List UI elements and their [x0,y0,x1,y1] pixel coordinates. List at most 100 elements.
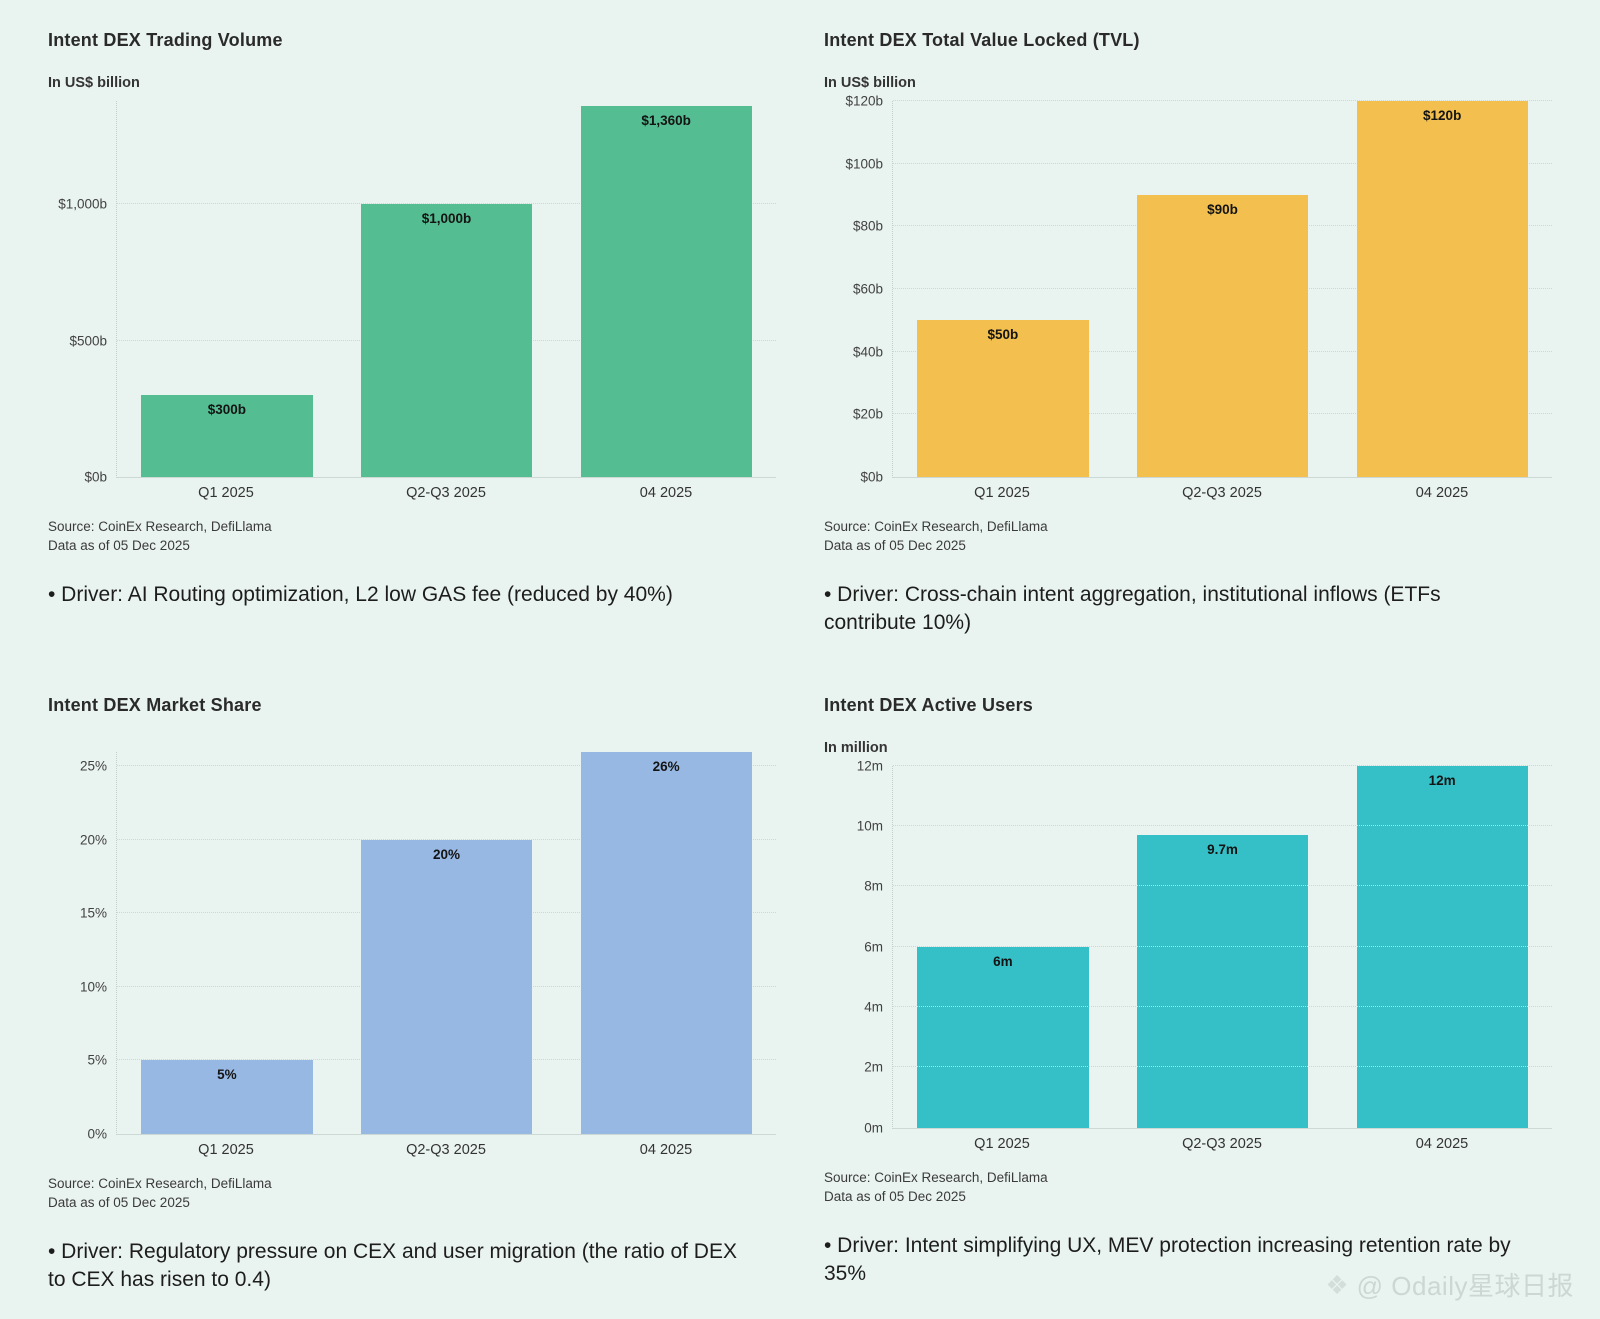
source-line: Source: CoinEx Research, DefiLlama [824,519,1048,534]
bar-q2-q3-2025: $90b [1136,195,1309,477]
y-tick-label: 12m [856,758,883,774]
chart-unit-label: In million [824,739,888,756]
watermark-text: @ Odaily星球日报 [1356,1271,1574,1301]
gridline: 4m [864,1000,1552,1015]
y-tick-label: 4m [864,999,883,1015]
x-tick-label: Q1 2025 [974,485,1030,501]
y-tick-label: 8m [864,878,883,894]
data-as-of-line: Data as of 05 Dec 2025 [824,538,966,554]
bar-value-label: 26% [652,758,680,774]
gridline: 10m [857,819,1552,834]
gridline: 8m [864,879,1552,894]
x-tick-label: Q2-Q3 2025 [406,1141,486,1158]
y-tick-label: $20b [852,406,883,422]
y-tick-label: $0b [84,469,107,485]
odaily-logo-icon: ❖ [1325,1269,1349,1300]
chart-panel: Intent DEX Market Share 0% 5% 10% 15% 20% 25%… [48,695,776,1294]
bar-q1-2025: $300b [141,395,313,477]
bar-q1-2025: 6m [917,946,1089,1128]
bars: 5% 20% 26% [117,751,776,1134]
bars: $50b $90b $120b [893,101,1552,477]
source-note: Source: CoinEx Research, DefiLlama Data … [48,1174,776,1212]
chart-plot: $0b $20b $40b $60b $80b $100b $120b $50b $90b $1… [845,94,1552,485]
data-as-of-line: Data as of 05 Dec 2025 [48,1194,190,1210]
bar-slot: 20% [337,752,557,1134]
bar-value-label: 12m [1428,772,1456,788]
x-tick-label: 04 2025 [1415,1135,1469,1152]
bar-slot: $90b [1113,101,1333,477]
bar-slot: $300b [117,101,337,477]
watermark: ❖ @ Odaily星球日报 [1325,1266,1574,1303]
source-note: Source: CoinEx Research, DefiLlama Data … [48,517,776,555]
gridline: 20% [80,832,776,847]
bars: $300b $1,000b $1,360b [117,101,776,477]
x-axis-labels: Q1 2025 Q2-Q3 2025 04 2025 [892,1136,1552,1152]
bar-value-label: $1,000b [421,211,472,227]
bar-04-2025: $120b [1356,101,1528,477]
bar-04-2025: 12m [1356,765,1528,1128]
bar-slot: $1,000b [337,101,557,477]
data-as-of-line: Data as of 05 Dec 2025 [48,538,190,554]
driver-note: • Driver: Regulatory pressure on CEX and… [48,1240,737,1291]
bar-value-label: $1,360b [641,112,691,128]
y-tick-label: $1,000b [58,196,107,212]
bar-value-label: 6m [993,953,1013,969]
gridline: 6m [864,939,1552,954]
chart-panel: Intent DEX Total Value Locked (TVL) In U… [824,30,1552,637]
source-note: Source: CoinEx Research, DefiLlama Data … [824,1168,1552,1206]
bar-q1-2025: 5% [141,1060,313,1134]
y-tick-label: 10m [856,818,883,834]
x-tick-label: 04 2025 [1415,485,1469,501]
chart-unit-label: In US$ billion [48,75,140,91]
bars: 6m 9.7m 12m [893,765,1552,1128]
x-tick-label: Q2-Q3 2025 [1182,485,1262,501]
charts-grid: Intent DEX Trading Volume In US$ billion… [48,30,1552,1294]
source-line: Source: CoinEx Research, DefiLlama [48,1175,272,1191]
x-tick-label: Q2-Q3 2025 [406,485,486,501]
bar-q1-2025: $50b [917,320,1089,477]
bar-value-label: 9.7m [1207,842,1238,858]
y-tick-label: 25% [79,758,107,774]
x-tick-label: 04 2025 [639,1141,693,1158]
y-tick-label: 10% [79,979,107,995]
bar-04-2025: 26% [580,751,752,1134]
gridline: 25% [80,759,776,774]
driver-note: • Driver: Intent simplifying UX, MEV pro… [824,1234,1511,1285]
chart-plot: 0% 5% 10% 15% 20% 25% 5% 20% 26% [80,751,776,1141]
x-axis-labels: Q1 2025 Q2-Q3 2025 04 2025 [892,485,1552,501]
y-tick-label: $60b [852,281,883,297]
gridline: $120b [845,94,1552,109]
bar-value-label: 5% [217,1067,237,1083]
bar-slot: 6m [893,766,1113,1128]
chart-unit-label: In US$ billion [824,75,916,91]
gridline: 2m [864,1060,1552,1075]
y-tick-label: 20% [79,832,107,848]
y-tick-label: 0m [864,1120,883,1136]
source-line: Source: CoinEx Research, DefiLlama [824,1169,1048,1185]
bar-q2-q3-2025: 20% [360,839,533,1134]
chart-title: Intent DEX Trading Volume [48,30,283,50]
chart-panel: Intent DEX Trading Volume In US$ billion… [48,30,776,637]
data-as-of-line: Data as of 05 Dec 2025 [824,1188,966,1204]
y-tick-label: $0b [860,469,883,485]
bar-value-label: $90b [1207,202,1238,217]
bar-q2-q3-2025: 9.7m [1136,835,1309,1128]
chart-plot: 0m 2m 4m 6m 8m 10m 12m 6m 9.7m 12m [857,758,1552,1135]
bar-slot: 5% [117,752,337,1134]
gridline: $1,000b [58,197,776,212]
y-tick-label: $100b [845,156,883,172]
bar-04-2025: $1,360b [580,105,752,477]
bar-slot: $1,360b [556,101,776,477]
gridline: $100b [845,156,1552,171]
y-tick-label: 2m [864,1059,883,1075]
bar-slot: 9.7m [1113,766,1333,1128]
chart-title: Intent DEX Total Value Locked (TVL) [824,30,1140,50]
chart-unit-label [48,740,776,744]
y-tick-label: 5% [87,1052,107,1068]
bar-value-label: 20% [432,846,461,862]
bar-slot: 26% [556,751,776,1134]
bar-value-label: $120b [1423,108,1462,123]
x-tick-label: 04 2025 [639,485,693,501]
bar-value-label: $50b [987,327,1019,343]
